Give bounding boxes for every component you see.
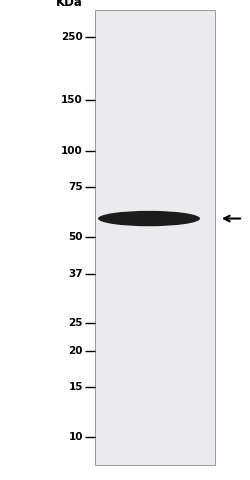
Text: 20: 20 xyxy=(68,346,83,356)
Text: 250: 250 xyxy=(61,32,83,42)
Text: 10: 10 xyxy=(68,432,83,442)
Text: 50: 50 xyxy=(68,232,83,242)
Text: 100: 100 xyxy=(61,146,83,156)
Text: 25: 25 xyxy=(68,318,83,328)
Text: 75: 75 xyxy=(68,181,83,192)
Text: 150: 150 xyxy=(61,96,83,105)
Text: 37: 37 xyxy=(68,269,83,279)
Text: 15: 15 xyxy=(68,382,83,392)
Ellipse shape xyxy=(98,211,200,226)
Text: KDa: KDa xyxy=(56,0,83,9)
Bar xyxy=(95,10,215,465)
